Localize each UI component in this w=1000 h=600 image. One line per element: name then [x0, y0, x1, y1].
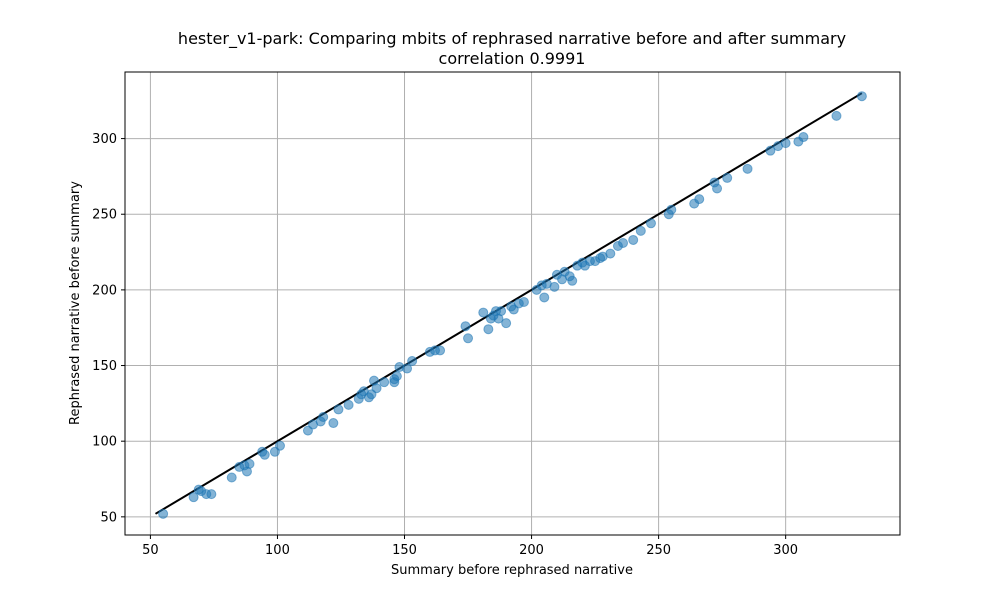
points-layer: [158, 91, 867, 519]
data-point: [275, 440, 285, 451]
x-tick-label: 150: [392, 543, 417, 558]
data-point: [318, 411, 329, 422]
data-point: [645, 218, 656, 229]
y-tick-label: 200: [92, 283, 117, 298]
data-point: [333, 404, 344, 415]
y-axis-label: Rephrased narrative before summary: [68, 181, 83, 425]
data-point: [539, 292, 550, 303]
data-point: [391, 371, 402, 382]
data-point: [259, 449, 270, 460]
data-point: [694, 194, 705, 205]
chart-subtitle: correlation 0.9991: [439, 49, 586, 68]
chart-title: hester_v1-park: Comparing mbits of rephr…: [178, 29, 846, 49]
data-point: [158, 508, 169, 519]
grid: [125, 72, 900, 535]
y-tick-label: 250: [92, 208, 117, 223]
data-point: [780, 138, 791, 149]
data-point: [435, 345, 446, 356]
data-point: [765, 145, 776, 156]
data-point: [206, 489, 217, 500]
data-point: [244, 458, 255, 469]
ticks: 50 100 150 200 250 300 50 100 150 200 250 300: [92, 132, 798, 558]
data-point: [402, 363, 413, 374]
data-point: [618, 237, 629, 248]
plot-frame: [124, 71, 901, 536]
y-tick-label: 100: [92, 435, 117, 450]
data-point: [712, 183, 723, 194]
data-point: [605, 248, 616, 259]
data-point: [463, 333, 474, 344]
data-point: [226, 472, 237, 483]
x-tick-label: 300: [773, 543, 798, 558]
data-point: [407, 355, 418, 366]
data-point: [798, 132, 809, 143]
data-point: [478, 307, 489, 318]
x-tick-label: 100: [265, 543, 290, 558]
data-point: [483, 324, 494, 335]
data-point: [742, 163, 753, 174]
data-point: [460, 321, 471, 332]
x-tick-label: 50: [142, 543, 159, 558]
data-point: [379, 377, 390, 388]
y-tick-label: 300: [92, 132, 117, 147]
data-point: [666, 204, 677, 215]
data-point: [371, 383, 382, 394]
data-point: [628, 234, 639, 245]
data-point: [496, 306, 507, 317]
y-tick-label: 50: [100, 510, 117, 525]
x-tick-label: 200: [519, 543, 544, 558]
data-point: [831, 110, 842, 121]
data-point: [635, 225, 646, 236]
data-point: [567, 275, 578, 286]
x-axis-label: Summary before rephrased narrative: [391, 563, 633, 578]
x-tick-label: 250: [646, 543, 671, 558]
data-point: [856, 91, 867, 102]
data-point: [518, 296, 529, 307]
y-tick-label: 150: [92, 359, 117, 374]
data-point: [549, 281, 560, 292]
data-point: [328, 418, 339, 429]
data-point: [722, 172, 733, 183]
data-point: [188, 492, 199, 503]
data-point: [343, 399, 354, 410]
data-point: [501, 318, 512, 329]
